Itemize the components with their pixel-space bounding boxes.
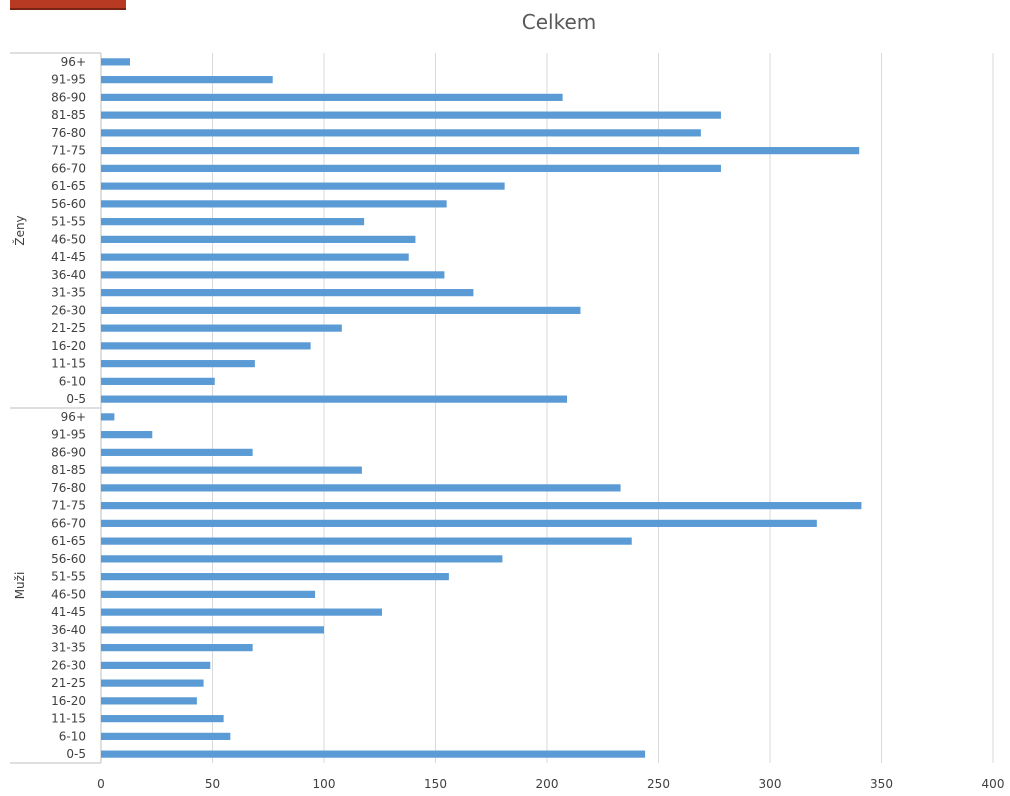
category-labels: 96+ 91-95 86-90 81-85 76-80 71-75 66-70 61-65 56…	[12, 55, 86, 761]
x-tick-label: 100	[313, 777, 336, 791]
category-label: 81-85	[51, 108, 86, 122]
category-label: 6-10	[59, 374, 86, 388]
x-tick-label: 400	[982, 777, 1005, 791]
bar	[101, 750, 646, 758]
bar	[101, 431, 153, 439]
category-label: 36-40	[51, 623, 86, 637]
x-tick-label: 200	[536, 777, 559, 791]
bar	[101, 448, 253, 456]
category-label: 6-10	[59, 729, 86, 743]
bar	[101, 164, 721, 172]
bar	[101, 306, 581, 314]
category-label: 91-95	[51, 73, 86, 87]
x-tick-label: 50	[205, 777, 220, 791]
bar	[101, 608, 382, 616]
category-label: 46-50	[51, 232, 86, 246]
bar	[101, 537, 632, 545]
category-label: 36-40	[51, 268, 86, 282]
category-label: 51-55	[51, 215, 86, 229]
category-label: 61-65	[51, 534, 86, 548]
bar	[101, 484, 621, 492]
category-label: 16-20	[51, 339, 86, 353]
bar	[101, 555, 503, 563]
gridlines	[212, 53, 994, 763]
bar	[101, 271, 445, 279]
bar	[101, 697, 197, 705]
category-label: 41-45	[51, 250, 86, 264]
bar	[101, 466, 362, 474]
bar	[101, 732, 231, 740]
category-label: 21-25	[51, 321, 86, 335]
category-label: 96+	[61, 410, 86, 424]
x-tick-label: 0	[97, 777, 105, 791]
category-label: 61-65	[51, 179, 86, 193]
bar	[101, 360, 255, 368]
category-label: 16-20	[51, 694, 86, 708]
bar	[101, 111, 721, 119]
category-label: 26-30	[51, 658, 86, 672]
bar	[101, 76, 273, 84]
x-tick-label: 350	[870, 777, 893, 791]
x-tick-label: 150	[424, 777, 447, 791]
axes	[10, 52, 102, 764]
bar	[101, 573, 449, 581]
category-label: 31-35	[51, 641, 86, 655]
bar	[101, 182, 505, 190]
category-label: 56-60	[51, 552, 86, 566]
bar	[101, 590, 316, 598]
category-label: 41-45	[51, 605, 86, 619]
category-label: 66-70	[51, 516, 86, 530]
category-label: 71-75	[51, 144, 86, 158]
category-label: 86-90	[51, 445, 86, 459]
logo-chip	[10, 0, 126, 10]
bar	[101, 519, 817, 527]
bar	[101, 324, 342, 332]
bar	[101, 289, 474, 297]
category-label: 21-25	[51, 676, 86, 690]
category-label: 71-75	[51, 499, 86, 513]
bar	[101, 626, 324, 634]
category-label: 31-35	[51, 286, 86, 300]
bar	[101, 58, 130, 66]
bar	[101, 147, 860, 155]
category-label: 26-30	[51, 303, 86, 317]
bar	[101, 93, 563, 101]
category-label: 96+	[61, 55, 86, 69]
category-label: 76-80	[51, 481, 86, 495]
bar	[101, 129, 701, 137]
category-label: 11-15	[51, 712, 86, 726]
bar	[101, 661, 211, 669]
x-tick-label: 300	[759, 777, 782, 791]
bar	[101, 679, 204, 687]
category-label: 91-95	[51, 428, 86, 442]
bar	[101, 395, 568, 403]
bar	[101, 218, 365, 226]
chart-title: Celkem	[521, 10, 597, 34]
bar	[101, 342, 311, 350]
x-tick-label: 250	[647, 777, 670, 791]
x-tick-labels: 0 50 100 150 200 250 300 350 400	[97, 777, 1004, 791]
bar	[101, 502, 862, 510]
category-label: 66-70	[51, 161, 86, 175]
category-label: 76-80	[51, 126, 86, 140]
group-label: Muži	[13, 572, 27, 600]
bar	[101, 253, 409, 261]
category-label: 0-5	[66, 392, 86, 406]
category-label: 46-50	[51, 587, 86, 601]
category-label: 51-55	[51, 570, 86, 584]
bar	[101, 715, 224, 723]
category-label: 0-5	[66, 747, 86, 761]
category-label: 86-90	[51, 90, 86, 104]
category-label: 11-15	[51, 357, 86, 371]
bar	[101, 413, 115, 421]
bar	[101, 200, 447, 208]
group-label: Ženy	[12, 215, 27, 245]
bar	[101, 377, 215, 385]
bar	[101, 644, 253, 652]
bar	[101, 235, 416, 243]
category-label: 56-60	[51, 197, 86, 211]
bars	[101, 58, 862, 758]
category-label: 81-85	[51, 463, 86, 477]
